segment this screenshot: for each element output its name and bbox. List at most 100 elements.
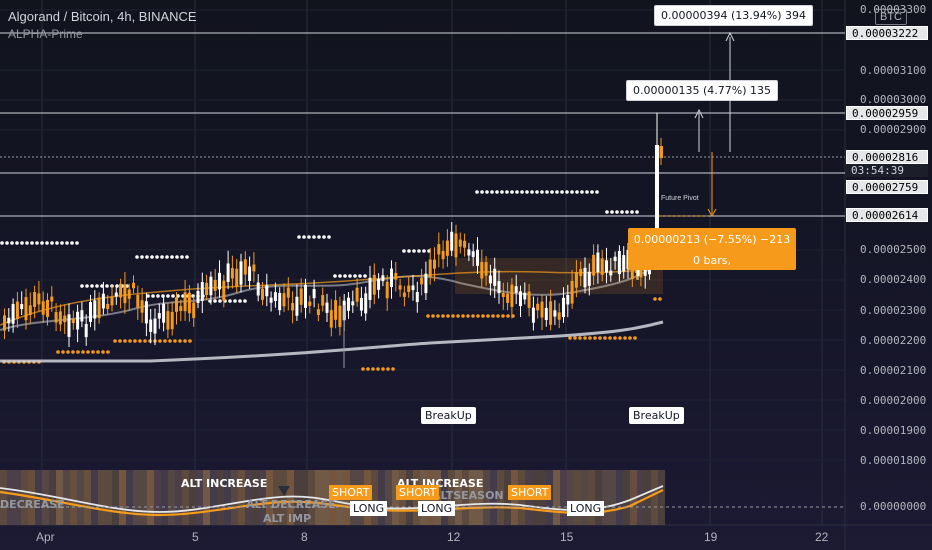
pivot-dot (353, 274, 357, 278)
pivot-dot (118, 339, 122, 343)
pivot-dot (515, 190, 519, 194)
pivot-dot (171, 294, 175, 298)
pivot-dot (555, 190, 559, 194)
candle-body (587, 271, 591, 286)
candle-body (527, 291, 531, 308)
indicator-band (245, 470, 252, 525)
pivot-dot (76, 350, 80, 354)
pivot-dot (75, 241, 79, 245)
indicator-band (91, 470, 98, 525)
measure-down-bars: 0 bars, (693, 254, 731, 267)
long-signal: LONG (418, 501, 456, 516)
candle-body (63, 315, 67, 323)
candle-body (226, 263, 230, 282)
candle-body (351, 301, 355, 306)
indicator-band (252, 470, 259, 525)
candle-body (488, 275, 492, 284)
pivot-dot (165, 255, 169, 259)
pivot-dot (426, 314, 430, 318)
pivot-dot (343, 274, 347, 278)
candle-body (20, 304, 24, 310)
pivot-dot (441, 314, 445, 318)
alt-increase-label: ALT INCREASE (181, 477, 268, 490)
pivot-dot (605, 210, 609, 214)
price-tick: 0.00001800 (860, 454, 927, 467)
pivot-dot (568, 336, 572, 340)
indicator-band (476, 470, 483, 525)
indicator-band (231, 470, 238, 525)
pivot-dot (213, 299, 217, 303)
indicator-band (658, 470, 665, 525)
pivot-dot (361, 367, 365, 371)
indicator-band (168, 470, 175, 525)
candle-body (41, 301, 45, 315)
candle-body (385, 281, 389, 299)
candle-body (106, 304, 110, 310)
pivot-dot (417, 249, 421, 253)
indicator-band (462, 470, 469, 525)
candle-body (437, 244, 441, 255)
time-tick: Apr (36, 530, 55, 544)
indicator-tick: 0.00000000 (860, 500, 927, 513)
pivot-dot (506, 314, 510, 318)
price-label-3222: 0.00003222 (846, 26, 928, 40)
indicator-band (623, 470, 630, 525)
indicator-band (581, 470, 588, 525)
candle-body (157, 313, 161, 319)
candle-body (46, 299, 49, 317)
measure-label-small[interactable]: 0.00000135 (4.77%) 135 (626, 80, 778, 101)
pivot-dot (161, 294, 165, 298)
measure-arrowhead (707, 208, 717, 218)
pivot-dot (618, 336, 622, 340)
pivot-dot (530, 190, 534, 194)
measure-label-down[interactable]: 0.00000213 (−7.55%) −213 0 bars, (628, 228, 796, 270)
symbol-title[interactable]: Algorand / Bitcoin, 4h, BINANCE (8, 9, 197, 24)
indicator-band (70, 470, 77, 525)
pivot-dot (45, 241, 49, 245)
candle-body (347, 297, 350, 311)
candle-body (153, 318, 157, 334)
indicator-band (322, 470, 329, 525)
pivot-dot (495, 190, 499, 194)
candle-body (37, 293, 41, 305)
pivot-dot (633, 336, 637, 340)
pivot-dot (501, 314, 505, 318)
candle-body (114, 292, 118, 297)
indicator-band (455, 470, 462, 525)
candle-body (540, 301, 544, 318)
pivot-dot (233, 299, 237, 303)
measure-arrowhead (694, 108, 704, 119)
candle-body (377, 278, 381, 290)
indicator-band (560, 470, 567, 525)
measure-arrowhead (725, 31, 735, 42)
candle-body (630, 264, 634, 280)
candle-body (222, 280, 226, 301)
pivot-dot (535, 190, 539, 194)
pivot-dot (371, 367, 375, 371)
currency-button[interactable]: BTC (875, 9, 907, 25)
pivot-dot (540, 190, 544, 194)
indicator-band (98, 470, 105, 525)
candle-body (329, 310, 333, 328)
alt-imp-label: ALT IMP (263, 512, 312, 525)
pivot-dot (158, 339, 162, 343)
pivot-dot (451, 314, 455, 318)
candle-body (390, 268, 393, 288)
measure-label-large[interactable]: 0.00000394 (13.94%) 394 (654, 5, 813, 26)
pivot-dot (170, 255, 174, 259)
candle-body (338, 305, 342, 327)
pivot-dot (40, 241, 44, 245)
indicator-band (448, 470, 455, 525)
candle-body (372, 274, 376, 295)
indicator-band (294, 470, 301, 525)
candle-body (101, 293, 105, 309)
pivot-dot (70, 241, 74, 245)
pivot-dot (598, 336, 602, 340)
price-tick: 0.00003100 (860, 64, 927, 77)
indicator-name[interactable]: ALPHA-Prime (8, 27, 83, 41)
candle-body (295, 296, 299, 316)
pivot-dot (85, 284, 89, 288)
candle-body (183, 292, 187, 312)
